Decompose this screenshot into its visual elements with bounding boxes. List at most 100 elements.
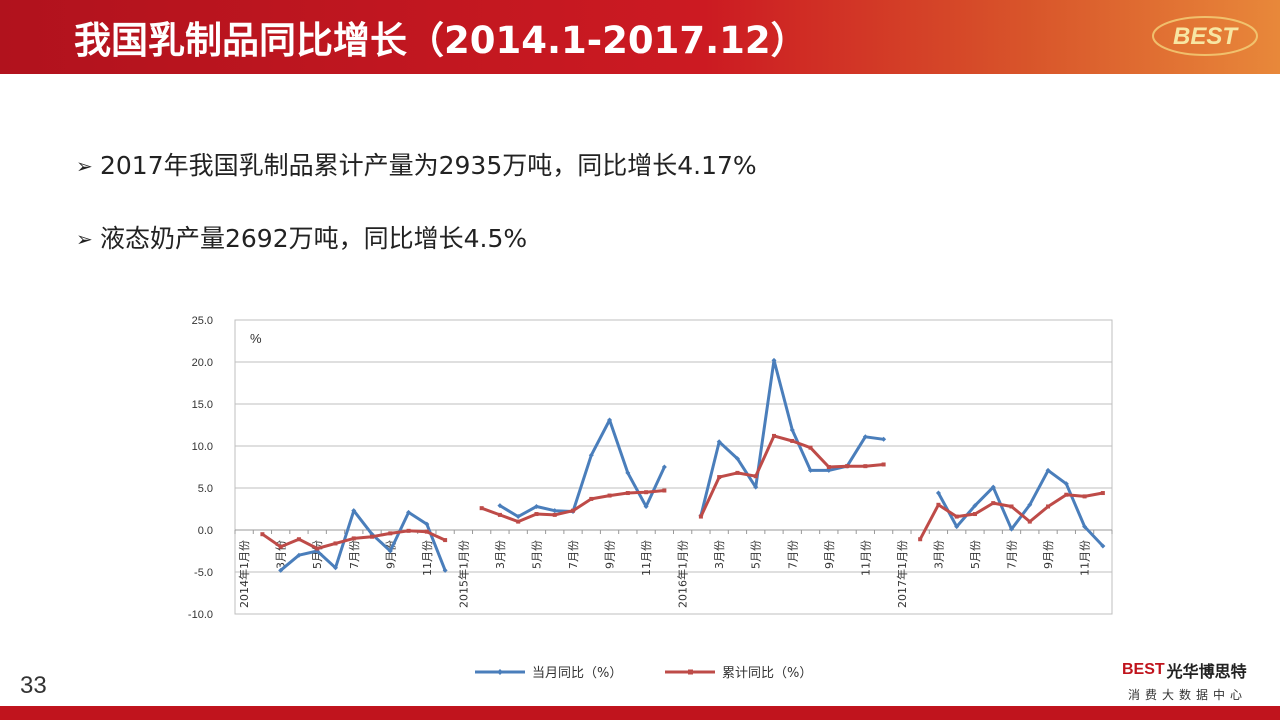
data-point-monthly xyxy=(862,434,868,440)
data-point-cumulative xyxy=(625,491,630,496)
data-point-monthly xyxy=(278,567,284,573)
data-point-cumulative xyxy=(771,433,776,438)
data-point-cumulative xyxy=(644,490,649,495)
data-point-cumulative xyxy=(552,512,557,517)
data-point-monthly xyxy=(588,452,594,458)
data-point-monthly xyxy=(515,514,521,520)
data-point-cumulative xyxy=(497,512,502,517)
x-tick-label: 11月份 xyxy=(421,540,434,576)
x-tick-label: 11月份 xyxy=(859,540,872,576)
growth-line-chart: 25.0 20.0 15.0 10.0 5.0 0.0 -5.0 -10.0% 2014年1月份… xyxy=(160,300,1120,695)
x-tick-label: 5月份 xyxy=(969,540,982,569)
data-point-cumulative xyxy=(516,519,521,524)
x-tick-label: 3月份 xyxy=(494,540,507,569)
data-point-monthly xyxy=(1009,526,1015,532)
data-point-cumulative xyxy=(424,529,429,534)
x-tick-label: 7月份 xyxy=(786,540,799,569)
data-point-cumulative xyxy=(1009,504,1014,509)
x-tick-label: 9月份 xyxy=(604,540,617,569)
data-point-cumulative xyxy=(662,488,667,493)
data-point-cumulative xyxy=(534,512,539,517)
data-point-monthly xyxy=(552,508,558,514)
data-point-monthly xyxy=(625,470,631,476)
data-point-cumulative xyxy=(845,464,850,469)
data-point-cumulative xyxy=(1100,491,1105,496)
series-line-1 xyxy=(937,468,1104,548)
data-point-cumulative xyxy=(589,496,594,501)
data-point-cumulative xyxy=(296,537,301,542)
data-point-monthly xyxy=(935,490,941,496)
data-point-cumulative xyxy=(954,514,959,519)
data-point-monthly xyxy=(1027,502,1033,508)
y-tick-label: -5.0 xyxy=(194,567,213,579)
data-point-monthly xyxy=(1082,524,1088,530)
page-number: 33 xyxy=(20,672,47,699)
data-point-cumulative xyxy=(388,531,393,536)
data-point-monthly xyxy=(954,524,960,530)
bullet-item: ➢ 液态奶产量2692万吨，同比增长4.5% xyxy=(76,219,757,259)
y-tick-label: 20.0 xyxy=(192,357,213,369)
logo-text: BEST xyxy=(1173,23,1239,50)
data-point-monthly xyxy=(972,503,978,509)
data-point-cumulative xyxy=(863,464,868,469)
data-point-monthly xyxy=(497,503,503,509)
header-banner: 我国乳制品同比增长（2014.1-2017.12） BEST xyxy=(0,0,1280,74)
x-tick-label: 3月份 xyxy=(932,540,945,569)
brand-logo: BEST xyxy=(1122,661,1165,678)
data-point-monthly xyxy=(734,456,740,462)
data-point-monthly xyxy=(1063,481,1069,487)
data-point-monthly xyxy=(789,427,795,433)
x-tick-label: 9月份 xyxy=(1042,540,1055,569)
x-tick-label: 7月份 xyxy=(1006,540,1019,569)
series-line-1 xyxy=(699,358,884,517)
data-point-cumulative xyxy=(735,470,740,475)
legend-marker-2 xyxy=(688,669,693,675)
legend-marker-1 xyxy=(497,669,503,675)
data-point-monthly xyxy=(607,417,613,423)
x-tick-label: 5月份 xyxy=(750,540,763,569)
data-point-monthly xyxy=(716,439,722,445)
data-point-cumulative xyxy=(1082,494,1087,499)
y-tick-label: 5.0 xyxy=(198,483,213,495)
bullet-list: ➢ 2017年我国乳制品累计产量为2935万吨，同比增长4.17% ➢ 液态奶产… xyxy=(76,146,757,292)
data-point-cumulative xyxy=(1046,504,1051,509)
brand-name-row: BEST 光华博思特 xyxy=(1122,658,1272,682)
data-point-cumulative xyxy=(918,537,923,542)
x-tick-label: 3月份 xyxy=(275,540,288,569)
data-point-cumulative xyxy=(753,474,758,479)
chart-svg: 25.0 20.0 15.0 10.0 5.0 0.0 -5.0 -10.0% 2014年1月份… xyxy=(188,315,1113,681)
data-point-cumulative xyxy=(260,532,265,537)
data-point-monthly xyxy=(332,565,338,571)
bullet-text: 2017年我国乳制品累计产量为2935万吨，同比增长4.17% xyxy=(100,151,757,180)
data-point-monthly xyxy=(771,357,777,363)
data-point-monthly xyxy=(351,508,357,514)
data-point-monthly xyxy=(753,484,759,490)
x-tick-label: 2016年1月份 xyxy=(676,540,690,608)
data-point-cumulative xyxy=(370,534,375,539)
x-tick-label: 5月份 xyxy=(530,540,543,569)
y-unit-label: % xyxy=(250,331,262,346)
x-tick-label: 7月份 xyxy=(348,540,361,569)
arrow-bullet-icon: ➢ xyxy=(76,154,93,178)
series-line-1 xyxy=(279,509,447,572)
brand-block: BEST 光华博思特 消费大数据中心 xyxy=(1122,658,1272,704)
x-tick-label: 11月份 xyxy=(640,540,653,576)
data-point-monthly xyxy=(661,464,667,470)
series-line-2 xyxy=(481,489,665,524)
data-point-cumulative xyxy=(278,544,283,549)
data-point-cumulative xyxy=(717,475,722,480)
bullet-text: 液态奶产量2692万吨，同比增长4.5% xyxy=(100,224,528,253)
data-point-cumulative xyxy=(479,506,484,511)
y-tick-label: 25.0 xyxy=(192,315,213,327)
x-tick-label: 11月份 xyxy=(1079,540,1092,576)
y-tick-label: 15.0 xyxy=(192,399,213,411)
bullet-item: ➢ 2017年我国乳制品累计产量为2935万吨，同比增长4.17% xyxy=(76,146,757,186)
data-point-cumulative xyxy=(808,445,813,450)
y-tick-label: 0.0 xyxy=(198,525,213,537)
x-tick-label: 2014年1月份 xyxy=(237,540,251,608)
data-point-cumulative xyxy=(315,546,320,551)
data-point-monthly xyxy=(1045,467,1051,473)
data-point-cumulative xyxy=(1064,492,1069,497)
data-point-monthly xyxy=(296,552,302,558)
x-tick-label: 3月份 xyxy=(713,540,726,569)
